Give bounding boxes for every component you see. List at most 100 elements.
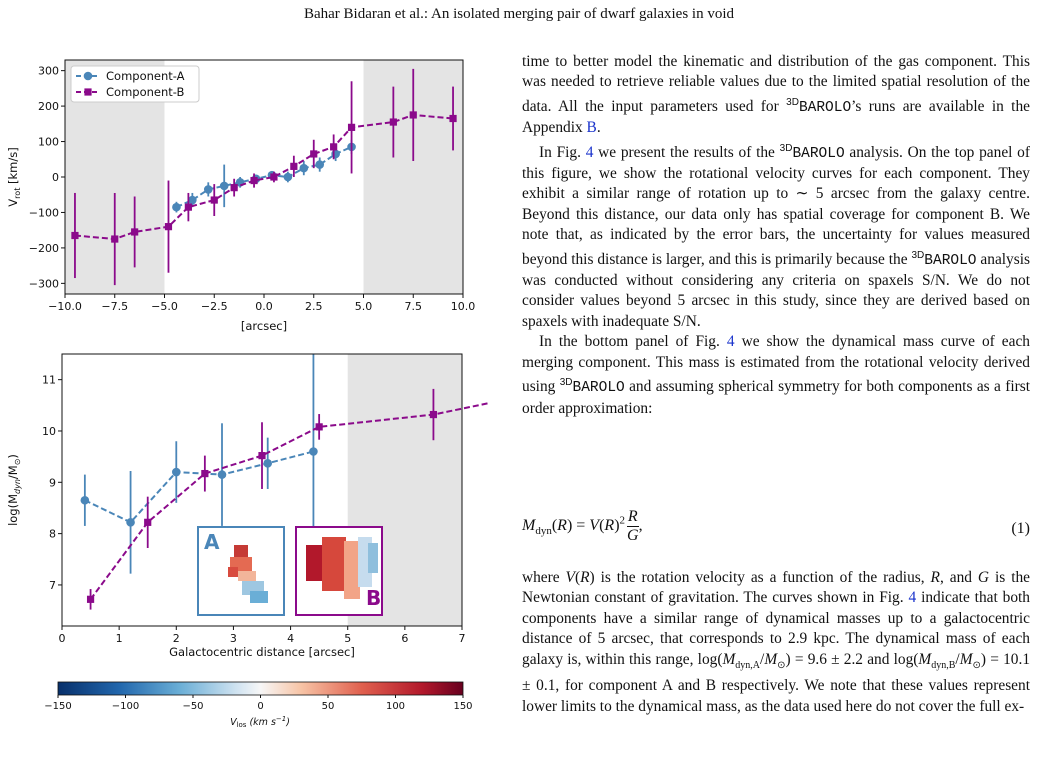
y-tick-label: −100	[29, 206, 59, 219]
legend-marker-a	[83, 71, 93, 81]
data-point-b	[389, 118, 397, 126]
colorbar-tick-label: −150	[44, 701, 71, 712]
data-point-b	[131, 228, 139, 236]
data-point-a	[309, 447, 318, 456]
paragraph-4: where V(R) is the rotation velocity as a…	[522, 569, 1031, 715]
data-point-b	[409, 111, 417, 119]
data-point-b	[258, 452, 266, 460]
data-point-b	[330, 143, 338, 151]
x-tick-label: 7	[459, 632, 466, 645]
map-pixel	[234, 545, 248, 559]
y-tick-label: −200	[29, 242, 59, 255]
x-tick-label: −7.5	[101, 300, 128, 313]
x-tick-label: 6	[401, 632, 408, 645]
dynamical-mass-plot: 0 1 2 3 4 5 6 7 7 8 9 10 11 Galactocentric distance […	[6, 353, 490, 659]
y-tick-label: 100	[38, 136, 59, 149]
data-point-b	[310, 150, 318, 158]
x-tick-label: 2	[173, 632, 180, 645]
data-point-b	[111, 235, 119, 243]
x-tick-label: 4	[287, 632, 294, 645]
map-pixel	[250, 591, 268, 603]
colorbar-label: Vlos (km s−1)	[230, 715, 290, 729]
inset-label: A	[204, 530, 220, 554]
x-tick-label: 0.0	[255, 300, 273, 313]
x-tick-label: 0	[59, 632, 66, 645]
paragraph-2: In Fig. 4 we present the results of the …	[522, 142, 1031, 330]
x-tick-label: 1	[116, 632, 123, 645]
data-point-b	[315, 423, 323, 431]
colorbar-gradient	[57, 681, 464, 696]
legend-marker-b	[84, 88, 92, 96]
inset-label: B	[366, 586, 381, 610]
data-point-a	[283, 172, 293, 182]
x-tick-label: 5	[344, 632, 351, 645]
axes: −10.0 −7.5 −5.0 −2.5 0.0 2.5 5.0 7.5 10.0 −300 −20…	[29, 65, 475, 313]
appendix-link[interactable]: B	[586, 119, 597, 137]
x-tick-label: 10.0	[451, 300, 476, 313]
x-axis-label: [arcsec]	[241, 319, 287, 333]
figure-4: −10.0 −7.5 −5.0 −2.5 0.0 2.5 5.0 7.5 10.0 −300 −20…	[6, 59, 490, 729]
data-point-b	[429, 410, 438, 419]
data-point-a	[331, 149, 340, 159]
running-header: Bahar Bidaran et al.: An isolated mergin…	[303, 6, 735, 22]
data-point-a	[172, 202, 181, 212]
legend-box	[70, 65, 200, 103]
y-tick-label: 7	[49, 579, 56, 592]
data-point-a	[217, 470, 227, 479]
y-tick-label: 11	[42, 374, 56, 387]
map-pixel	[344, 541, 360, 599]
x-tick-label: 2.5	[305, 300, 323, 313]
y-tick-label: 0	[52, 171, 59, 184]
fig-link[interactable]: 4	[726, 333, 735, 351]
data-point-a	[299, 163, 309, 173]
legend-label: Component-B	[106, 85, 185, 99]
fig-link[interactable]: 4	[908, 589, 917, 607]
colorbar-tick-label: 50	[322, 701, 335, 712]
velocity-map-inset-a: A	[197, 526, 285, 616]
data-point-b	[184, 203, 192, 211]
map-pixel	[238, 571, 256, 581]
data-point-b	[449, 114, 457, 123]
y-tick-label: 8	[49, 528, 56, 541]
paragraph-3: In the bottom panel of Fig. 4 we show th…	[522, 333, 1030, 417]
y-axis-label: log(Mdyn/M⊙)	[6, 454, 22, 526]
colorbar-tick-label: 0	[257, 701, 263, 712]
data-point-a	[219, 181, 229, 191]
rotation-curve-plot: −10.0 −7.5 −5.0 −2.5 0.0 2.5 5.0 7.5 10.0 −300 −20…	[6, 59, 475, 333]
data-point-b	[347, 123, 356, 131]
velocity-map-inset-b: B	[295, 526, 383, 616]
x-tick-label: 3	[230, 632, 237, 645]
colorbar-tick-label: −100	[112, 701, 139, 712]
y-tick-label: 300	[38, 65, 59, 78]
plot-frame	[61, 353, 463, 627]
axes: 0 1 2 3 4 5 6 7 7 8 9 10 11	[42, 374, 466, 645]
data-point-b	[144, 518, 152, 526]
series-line-a	[176, 145, 352, 209]
equation-1: Mdyn(R) = V(R)2 R G, (1)	[522, 508, 1030, 544]
map-pixel	[228, 567, 238, 577]
velocity-colorbar: −150 −100 −50 0 50 100 150 Vlos (km s−1)	[44, 681, 473, 729]
series-line-a	[84, 450, 314, 524]
data-point-b	[164, 223, 173, 231]
y-axis-label: Vrot [km/s]	[6, 147, 22, 206]
data-point-a	[171, 467, 181, 477]
x-tick-label: −10.0	[48, 300, 82, 313]
legend-label: Component-A	[106, 69, 185, 83]
series-line-b	[74, 113, 454, 241]
fig-link[interactable]: 4	[585, 143, 594, 161]
legend: Component-A Component-B	[70, 65, 200, 103]
map-pixel	[322, 537, 346, 591]
data-point-b	[230, 184, 238, 192]
y-tick-label: 10	[42, 425, 56, 438]
data-point-b	[210, 196, 218, 204]
data-point-b	[201, 469, 209, 478]
data-point-b	[270, 173, 278, 181]
data-point-b	[86, 595, 95, 603]
y-tick-label: 200	[38, 100, 59, 113]
plot-frame	[64, 59, 464, 295]
paragraph-1: time to better model the kinematic and d…	[522, 53, 1030, 137]
colorbar-tick-label: 100	[386, 701, 405, 712]
data-point-a	[203, 185, 213, 194]
x-tick-label: −2.5	[201, 300, 228, 313]
data-point-a	[126, 518, 135, 527]
